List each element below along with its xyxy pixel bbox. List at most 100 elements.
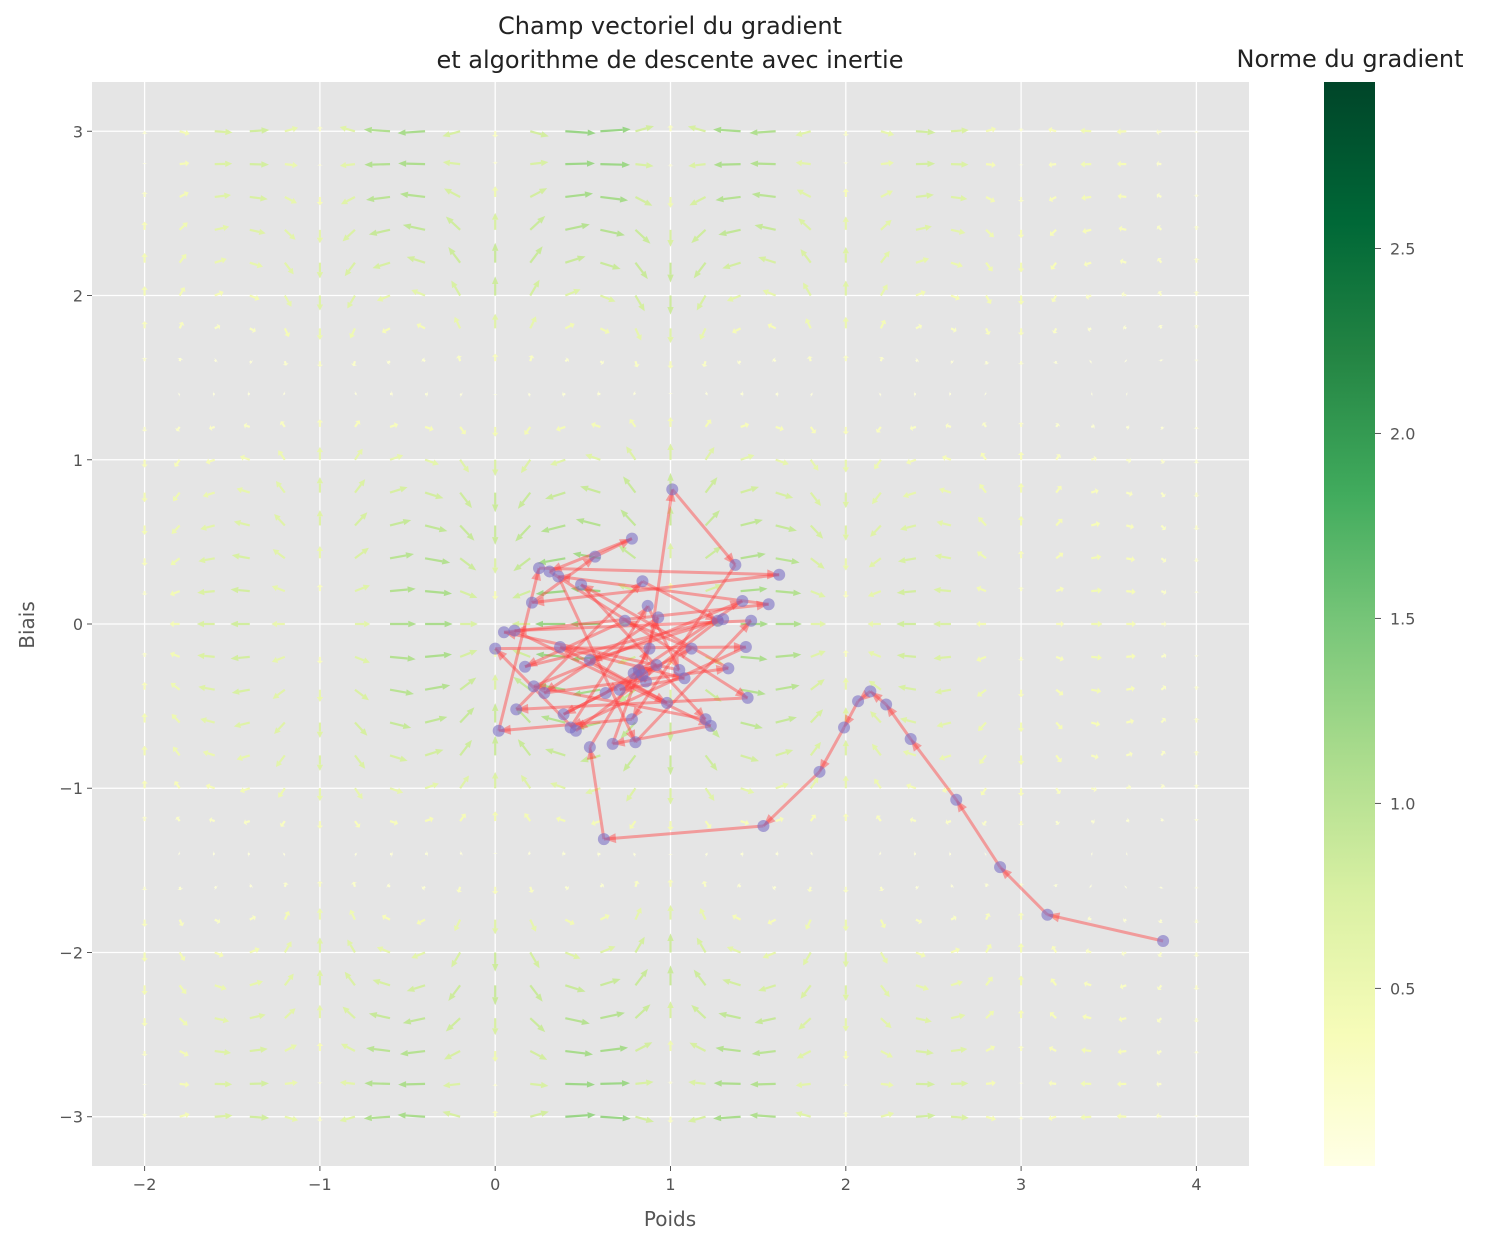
gradient-arrow xyxy=(633,852,636,856)
gradient-arrow-head xyxy=(705,390,709,397)
gradient-arrow-head xyxy=(767,323,773,329)
gradient-arrow-head xyxy=(909,816,914,823)
gradient-arrow xyxy=(284,1081,293,1085)
gradient-arrow-head xyxy=(718,229,727,237)
gradient-arrow-head xyxy=(915,885,920,891)
gradient-arrow-head xyxy=(287,267,294,275)
gradient-arrow xyxy=(276,688,286,697)
gradient-arrow-head xyxy=(689,1042,698,1049)
trajectory-step xyxy=(634,619,753,744)
gradient-arrow-head xyxy=(372,262,381,270)
gradient-arrow xyxy=(1158,1050,1162,1054)
colorbar-tick-label: 1.0 xyxy=(1390,794,1415,813)
gradient-arrow-head xyxy=(708,794,715,802)
gradient-arrow xyxy=(940,688,952,693)
gradient-arrow-head xyxy=(710,477,718,486)
gradient-arrow xyxy=(725,228,741,235)
gradient-arrow-head xyxy=(713,546,722,554)
gradient-arrow-head xyxy=(1017,975,1025,980)
gradient-arrow-head xyxy=(141,221,148,225)
gradient-arrow xyxy=(249,1015,260,1020)
gradient-arrow xyxy=(950,129,962,133)
gradient-arrow xyxy=(873,714,882,724)
gradient-arrow xyxy=(907,491,917,497)
y-axis-label: Biais xyxy=(15,601,39,649)
gradient-arrow-head xyxy=(442,131,451,138)
gradient-arrow xyxy=(519,524,532,537)
gradient-arrow-head xyxy=(491,772,499,779)
gradient-arrow-head xyxy=(550,782,558,789)
gradient-arrow xyxy=(178,886,182,890)
gradient-arrow-head xyxy=(867,620,873,628)
gradient-arrow-head xyxy=(744,819,750,826)
gradient-arrow-head xyxy=(612,978,621,985)
gradient-arrow xyxy=(354,551,365,560)
gradient-arrow-head xyxy=(1017,422,1025,425)
gradient-arrow-head xyxy=(715,195,724,203)
gradient-arrow-head xyxy=(986,298,992,304)
gradient-arrow-head xyxy=(1157,886,1165,889)
gradient-arrow xyxy=(1125,425,1129,429)
gradient-arrow-head xyxy=(976,691,983,697)
gradient-arrow-head xyxy=(942,454,947,461)
gradient-arrow xyxy=(725,1013,741,1020)
trajectory-arrow-head xyxy=(715,664,729,675)
gradient-arrow-head xyxy=(793,620,802,628)
gradient-arrow-head xyxy=(757,552,766,559)
gradient-arrow xyxy=(455,919,462,928)
gradient-arrow-head xyxy=(1017,694,1025,698)
gradient-arrow-head xyxy=(798,218,806,226)
trajectory-point xyxy=(625,532,638,545)
gradient-arrow-head xyxy=(1131,653,1136,660)
gradient-arrow-head xyxy=(272,692,280,699)
gradient-arrow-head xyxy=(386,882,391,889)
gradient-arrow-head xyxy=(316,795,324,802)
gradient-arrow xyxy=(238,588,250,593)
gradient-arrow xyxy=(1158,951,1163,956)
gradient-arrow xyxy=(1052,262,1058,268)
gradient-arrow xyxy=(565,1082,587,1086)
gradient-arrow-head xyxy=(212,850,214,857)
gradient-arrow-head xyxy=(878,850,882,857)
gradient-arrow-head xyxy=(141,991,148,996)
gradient-arrow xyxy=(979,655,987,661)
gradient-arrow xyxy=(1087,950,1092,954)
trajectory-point xyxy=(745,614,758,627)
gradient-arrow xyxy=(406,162,426,166)
trajectory-step xyxy=(562,691,607,716)
gradient-arrow xyxy=(600,980,614,987)
gradient-arrow-head xyxy=(1116,128,1121,135)
gradient-arrow-head xyxy=(411,952,419,959)
gradient-arrow xyxy=(449,1112,461,1118)
gradient-arrow xyxy=(635,127,647,133)
gradient-arrow xyxy=(410,225,426,231)
gradient-arrow xyxy=(704,820,710,827)
gradient-arrow-head xyxy=(622,1114,631,1122)
gradient-arrow xyxy=(705,655,717,662)
gradient-arrow-head xyxy=(451,280,458,289)
gradient-arrow xyxy=(701,912,707,921)
gradient-arrow-head xyxy=(202,750,209,757)
gradient-arrow xyxy=(565,193,586,199)
gradient-arrow xyxy=(529,220,541,231)
gradient-arrow-head xyxy=(1017,301,1025,305)
trajectory-point xyxy=(492,724,505,737)
gradient-arrow-head xyxy=(867,591,875,598)
gradient-arrow xyxy=(703,882,707,888)
gradient-arrow-head xyxy=(342,1006,350,1014)
gradient-arrow-head xyxy=(1097,620,1103,628)
gradient-arrow xyxy=(175,783,181,789)
gradient-arrow-head xyxy=(749,1112,758,1119)
gradient-arrow-head xyxy=(795,1081,803,1089)
gradient-arrow-head xyxy=(290,197,297,204)
gradient-arrow xyxy=(1122,260,1127,264)
gradient-arrow-head xyxy=(1085,948,1090,955)
gradient-arrow xyxy=(705,392,708,396)
trajectory-step xyxy=(562,647,693,716)
gradient-arrow-head xyxy=(875,815,882,820)
trajectory-step xyxy=(579,583,707,721)
gradient-arrow-head xyxy=(878,888,885,892)
gradient-arrow-head xyxy=(779,425,784,432)
trajectory-point xyxy=(538,686,551,699)
